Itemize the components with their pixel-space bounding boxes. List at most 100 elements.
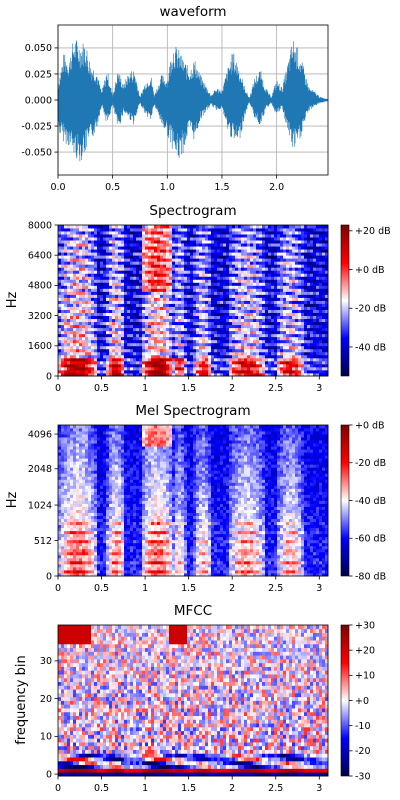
heatmap-cell — [64, 366, 68, 371]
heatmap-cell — [232, 237, 236, 241]
heatmap-cell — [58, 306, 62, 310]
heatmap-cell — [79, 330, 83, 335]
heatmap-cell — [133, 237, 137, 241]
heatmap-cell — [181, 225, 185, 229]
heatmap-cell — [73, 264, 77, 268]
heatmap-cell — [211, 321, 215, 326]
heatmap-cell — [166, 569, 170, 574]
x-tick-label: 0 — [55, 383, 61, 394]
heatmap-cell — [157, 261, 161, 265]
heatmap-cell — [64, 234, 68, 238]
heatmap-cell — [244, 327, 248, 332]
heatmap-cell — [133, 366, 137, 371]
heatmap-cell — [241, 306, 245, 310]
heatmap-cell — [79, 569, 83, 574]
heatmap-cell — [139, 566, 143, 571]
heatmap-cell — [88, 336, 92, 341]
heatmap-cell — [190, 372, 194, 377]
heatmap-cell — [232, 300, 236, 304]
heatmap-cell — [133, 569, 137, 574]
heatmap-cell — [100, 333, 104, 338]
heatmap-cell — [142, 330, 146, 335]
heatmap-cell — [271, 345, 275, 350]
heatmap-cell — [121, 566, 125, 571]
heatmap-cell — [271, 309, 275, 313]
heatmap-cell — [127, 306, 131, 310]
heatmap-cell — [76, 255, 80, 259]
heatmap-cell — [262, 566, 266, 571]
heatmap-cell — [151, 249, 155, 253]
heatmap-cell — [307, 237, 311, 241]
heatmap-cell — [196, 315, 200, 320]
heatmap-cell — [124, 246, 128, 250]
heatmap-cell — [235, 291, 239, 295]
heatmap-cell — [268, 300, 272, 304]
heatmap-cell — [94, 315, 98, 320]
heatmap-cell — [67, 357, 71, 362]
heatmap-cell — [103, 357, 107, 362]
heatmap-cell — [148, 309, 152, 313]
heatmap-cell — [319, 252, 323, 256]
heatmap-cell — [202, 339, 206, 344]
heatmap-cell — [151, 294, 155, 298]
heatmap-cell — [217, 228, 221, 232]
heatmap-cell — [199, 276, 203, 280]
heatmap-cell — [304, 270, 308, 274]
heatmap-cell — [202, 348, 206, 353]
heatmap-cell — [289, 270, 293, 274]
heatmap-cell — [247, 225, 251, 229]
heatmap-cell — [193, 231, 197, 235]
heatmap-cell — [214, 258, 218, 262]
heatmap-cell — [235, 273, 239, 277]
heatmap-cell — [235, 348, 239, 353]
heatmap-cell — [322, 572, 326, 577]
heatmap-cell — [67, 566, 71, 571]
heatmap-cell — [322, 258, 326, 262]
heatmap-cell — [121, 336, 125, 341]
heatmap-cell — [79, 225, 83, 229]
heatmap-cell — [106, 306, 110, 310]
heatmap-cell — [310, 270, 314, 274]
heatmap-cell — [136, 282, 140, 286]
heatmap-cell — [262, 327, 266, 332]
heatmap-cell — [172, 267, 176, 271]
heatmap-cell — [265, 324, 269, 329]
heatmap-cell — [130, 306, 134, 310]
heatmap-cell — [307, 372, 311, 377]
heatmap-cell — [211, 336, 215, 341]
heatmap-cell — [211, 240, 215, 244]
heatmap-cell — [94, 270, 98, 274]
heatmap-cell — [115, 246, 119, 250]
heatmap-cell — [274, 339, 278, 344]
heatmap-cell — [277, 321, 281, 326]
heatmap-cell — [85, 234, 89, 238]
heatmap-cell — [310, 255, 314, 259]
heatmap-cell — [106, 333, 110, 338]
heatmap-cell — [58, 312, 62, 316]
heatmap-cell — [322, 240, 326, 244]
heatmap-cell — [136, 327, 140, 332]
heatmap-cell — [130, 267, 134, 271]
heatmap-cell — [148, 360, 152, 365]
heatmap-cell — [229, 246, 233, 250]
heatmap-cell — [262, 369, 266, 374]
heatmap-cell — [280, 270, 284, 274]
heatmap-cell — [133, 276, 137, 280]
heatmap-cell — [253, 303, 257, 307]
heatmap-cell — [220, 309, 224, 313]
heatmap-cell — [100, 297, 104, 301]
heatmap-cell — [241, 321, 245, 326]
heatmap-cell — [70, 318, 74, 323]
heatmap-cell — [256, 351, 260, 356]
heatmap-cell — [100, 327, 104, 332]
heatmap-cell — [220, 351, 224, 356]
heatmap-cell — [238, 324, 242, 329]
heatmap-cell — [268, 333, 272, 338]
heatmap-cell — [82, 294, 86, 298]
heatmap-cell — [283, 312, 287, 316]
heatmap-cell — [184, 324, 188, 329]
heatmap-cell — [238, 327, 242, 332]
heatmap-cell — [226, 234, 230, 238]
heatmap-cell — [202, 566, 206, 571]
heatmap-cell — [250, 270, 254, 274]
